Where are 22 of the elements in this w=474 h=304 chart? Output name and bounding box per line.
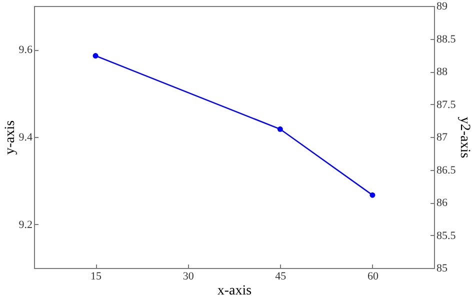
y2-tick-label: 86 xyxy=(436,197,448,209)
point xyxy=(370,192,376,198)
point xyxy=(277,126,283,132)
y2-tick-label: 88.5 xyxy=(436,33,456,46)
y2-tick-label: 88 xyxy=(436,66,448,78)
x-tick-label: 30 xyxy=(182,270,194,282)
y2-tick-label: 89 xyxy=(436,0,448,12)
x-tick-label: 60 xyxy=(367,270,379,282)
y2-axis-title: y2-axis xyxy=(456,116,472,158)
x-axis-title: x-axis xyxy=(217,284,252,298)
point xyxy=(92,53,98,59)
x-tick-label: 15 xyxy=(90,270,102,282)
y2-tick-label: 85 xyxy=(436,262,448,274)
y-tick-label: 9.2 xyxy=(18,218,32,231)
y2-tick-label: 86.5 xyxy=(436,164,456,176)
x-tick-label: 45 xyxy=(275,270,287,282)
y2-tick-label: 85.5 xyxy=(436,230,456,242)
y-axis-title: y-axis xyxy=(2,120,18,155)
y-tick-label: 9.6 xyxy=(18,44,33,56)
y2-tick-label: 87 xyxy=(436,132,448,144)
y2-tick-label: 87.5 xyxy=(436,98,456,111)
y-tick-label: 9.4 xyxy=(18,132,33,144)
